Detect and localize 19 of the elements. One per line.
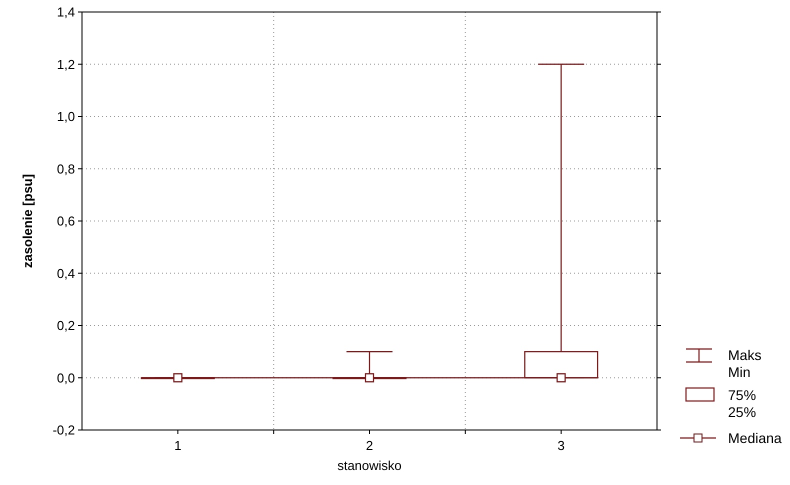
legend-label: Mediana: [728, 430, 782, 446]
y-axis-title: zasolenie [psu]: [20, 174, 35, 268]
x-tick-label: 1: [174, 438, 182, 453]
y-tick-label: 1,4: [56, 4, 75, 20]
y-tick-label: 0,8: [56, 161, 75, 176]
x-axis-title: stanowisko: [337, 458, 402, 473]
text: 75%: [728, 387, 756, 403]
text: 25%: [728, 404, 756, 420]
y-tick-label: 1,2: [56, 56, 75, 72]
y-tick-label: 0,0: [56, 370, 75, 386]
y-tick-label: 0,4: [56, 266, 75, 281]
x-tick-label: 3: [558, 438, 565, 453]
y-tick-label: 0,2: [56, 318, 75, 334]
y-tick-label: 0,6: [56, 214, 75, 229]
x-tick-label: 2: [366, 438, 374, 453]
text: Maks: [728, 347, 762, 363]
text: Min: [728, 364, 751, 380]
y-tick-label: 1,0: [56, 109, 75, 124]
y-tick-label: -0,2: [52, 422, 75, 438]
